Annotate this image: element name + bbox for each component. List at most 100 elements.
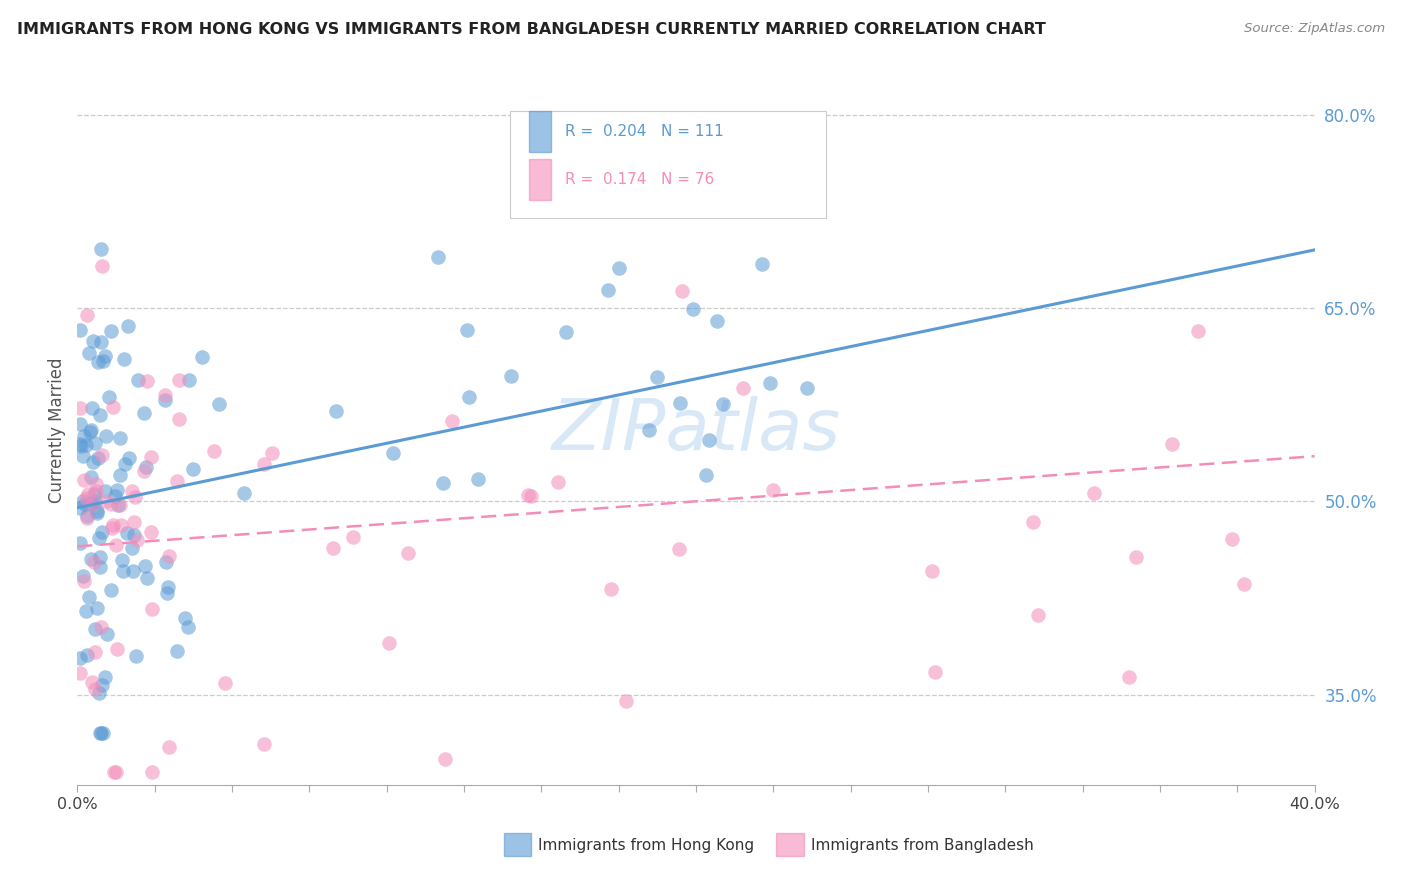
hk: [638, 423, 661, 437]
hk: [135, 460, 157, 475]
bd: [924, 665, 946, 679]
bd: [124, 490, 146, 504]
bd: [139, 525, 162, 540]
Text: Immigrants from Bangladesh: Immigrants from Bangladesh: [811, 838, 1033, 853]
bd: [1118, 669, 1140, 683]
hk: [751, 257, 773, 271]
hk: [100, 324, 122, 338]
hk: [72, 494, 94, 508]
bd: [1083, 486, 1105, 500]
bd: [82, 674, 104, 689]
bd: [671, 285, 693, 299]
bd: [69, 401, 91, 416]
hk: [87, 685, 110, 699]
hk: [94, 429, 117, 443]
hk: [134, 558, 156, 573]
bd: [121, 484, 143, 499]
bd: [103, 765, 125, 780]
bd: [101, 400, 124, 414]
bd: [141, 450, 163, 465]
hk: [89, 559, 111, 574]
bd: [342, 530, 364, 544]
bd: [1220, 532, 1243, 546]
Bar: [505, 833, 531, 856]
bd: [91, 448, 114, 462]
hk: [114, 352, 136, 367]
hk: [467, 473, 489, 487]
hk: [117, 526, 139, 541]
hk: [94, 671, 117, 685]
bd: [101, 517, 124, 532]
bd: [202, 444, 225, 458]
bd: [731, 381, 754, 395]
hk: [125, 648, 148, 663]
hk: [91, 524, 114, 539]
hk: [80, 401, 103, 415]
bd: [135, 374, 157, 388]
hk: [83, 487, 105, 501]
bd: [600, 582, 623, 596]
bd: [104, 765, 127, 780]
hk: [86, 355, 108, 369]
bd: [1125, 550, 1147, 565]
FancyBboxPatch shape: [510, 112, 825, 218]
hk: [155, 392, 177, 407]
hk: [75, 604, 97, 618]
bd: [77, 486, 100, 500]
hk: [83, 494, 105, 508]
hk: [177, 373, 200, 387]
hk: [134, 406, 156, 420]
hk: [82, 334, 104, 348]
Text: R =  0.174   N = 76: R = 0.174 N = 76: [565, 172, 714, 186]
bd: [921, 564, 943, 578]
hk: [114, 457, 136, 471]
bd: [668, 542, 690, 557]
hk: [110, 553, 132, 567]
hk: [73, 429, 96, 443]
bd: [157, 739, 180, 754]
hk: [89, 408, 111, 422]
Bar: [776, 833, 804, 856]
hk: [91, 726, 114, 740]
hk: [76, 508, 98, 523]
bd: [169, 412, 191, 426]
hk: [232, 486, 254, 500]
hk: [69, 650, 91, 665]
hk: [69, 323, 91, 337]
hk: [91, 678, 114, 692]
bd: [1021, 516, 1043, 530]
hk: [80, 551, 103, 566]
bd: [253, 457, 276, 471]
bd: [110, 518, 132, 533]
Text: IMMIGRANTS FROM HONG KONG VS IMMIGRANTS FROM BANGLADESH CURRENTLY MARRIED CORREL: IMMIGRANTS FROM HONG KONG VS IMMIGRANTS …: [17, 22, 1046, 37]
hk: [80, 423, 103, 437]
hk: [177, 619, 200, 633]
hk: [121, 565, 143, 579]
bd: [125, 533, 148, 547]
hk: [695, 468, 717, 483]
Text: ZIPatlas: ZIPatlas: [551, 396, 841, 465]
hk: [86, 600, 108, 615]
bd: [214, 675, 236, 690]
hk: [669, 396, 692, 410]
bd: [166, 474, 188, 488]
bd: [153, 387, 176, 401]
bd: [94, 493, 117, 508]
bd: [396, 546, 419, 560]
hk: [190, 350, 212, 364]
hk: [127, 373, 149, 387]
hk: [759, 376, 782, 390]
hk: [89, 531, 111, 545]
hk: [89, 550, 111, 565]
hk: [69, 501, 91, 516]
bd: [105, 642, 128, 657]
hk: [155, 556, 177, 570]
hk: [82, 455, 104, 469]
hk: [382, 446, 405, 460]
bd: [75, 491, 97, 505]
bd: [100, 497, 122, 511]
bd: [378, 636, 401, 650]
bd: [517, 488, 540, 502]
hk: [121, 541, 143, 555]
bd: [76, 308, 98, 322]
